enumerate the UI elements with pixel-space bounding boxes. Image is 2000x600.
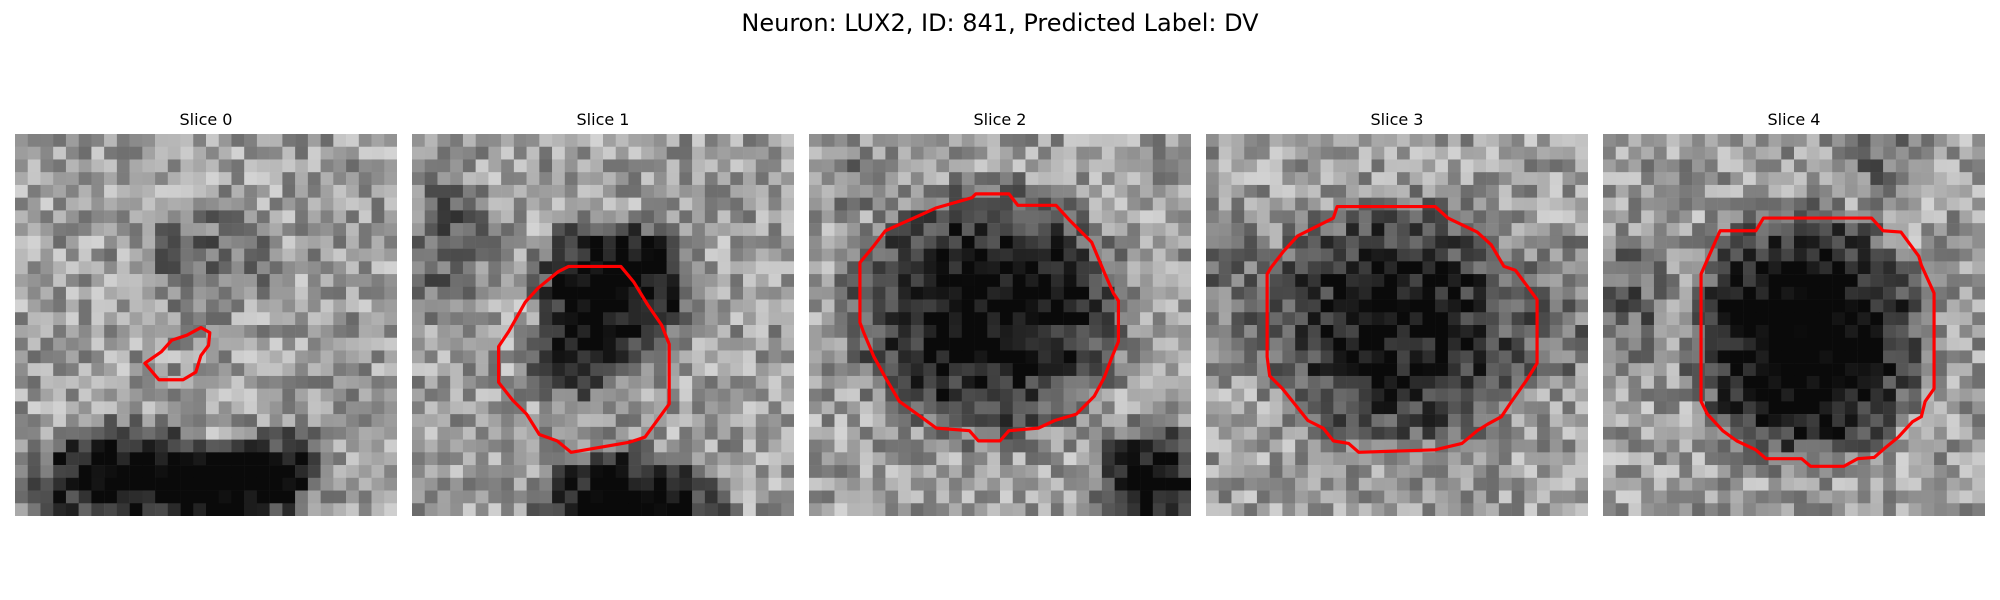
neuron-contour-1 [496,264,671,454]
neuron-contour-4 [1699,216,1936,468]
slice-pixels-1 [412,134,794,516]
slice-panel-4: Slice 4 [1603,110,1985,516]
slice-pixels-3 [1206,134,1588,516]
slice-title-3: Slice 3 [1370,110,1424,129]
slice-pixels-2 [809,134,1191,516]
neuron-contour-3 [1265,204,1539,454]
slice-panel-0: Slice 0 [15,110,397,516]
slice-image-1 [412,134,794,516]
slice-image-2 [809,134,1191,516]
slice-title-1: Slice 1 [576,110,630,129]
slice-image-0 [15,134,397,516]
slice-title-0: Slice 0 [179,110,233,129]
slice-image-3 [1206,134,1588,516]
slice-image-4 [1603,134,1985,516]
neuron-contour-2 [858,192,1121,443]
slice-panel-3: Slice 3 [1206,110,1588,516]
figure-title: Neuron: LUX2, ID: 841, Predicted Label: … [741,9,1259,37]
slice-title-4: Slice 4 [1767,110,1821,129]
neuron-contour-0 [143,325,212,382]
slice-panel-2: Slice 2 [809,110,1191,516]
slice-title-2: Slice 2 [973,110,1027,129]
slice-pixels-4 [1603,134,1985,516]
slice-panel-1: Slice 1 [412,110,794,516]
slice-pixels-0 [15,134,397,516]
